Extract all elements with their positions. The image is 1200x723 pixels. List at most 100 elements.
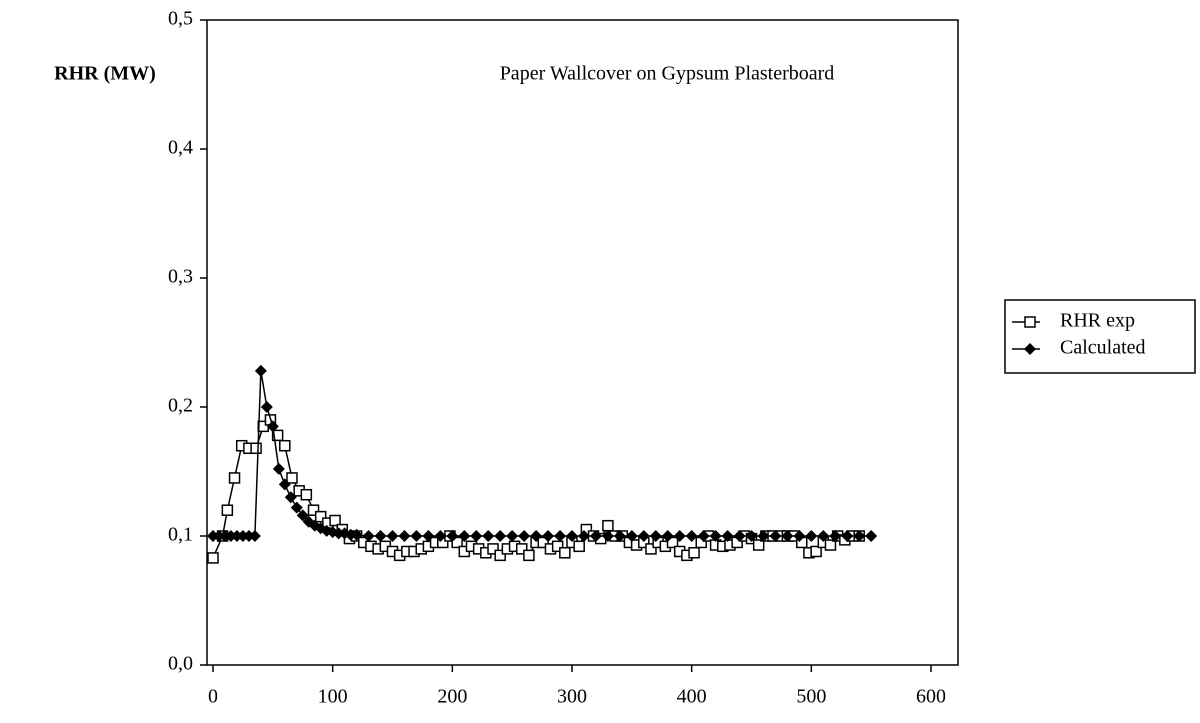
data-point <box>458 530 471 542</box>
data-point <box>829 530 842 542</box>
legend-marker <box>1024 316 1036 328</box>
annotation: Paper Wallcover on Gypsum Plasterboard <box>500 63 835 85</box>
data-point <box>398 530 411 542</box>
data-point <box>362 530 375 542</box>
data-point <box>841 530 854 542</box>
data-point <box>554 530 567 542</box>
data-point <box>542 530 555 542</box>
data-point <box>649 530 662 542</box>
data-point <box>386 530 399 542</box>
data-point <box>250 442 262 455</box>
x-tick-label: 100 <box>318 686 348 708</box>
data-point <box>374 530 387 542</box>
data-point <box>248 530 261 542</box>
data-point <box>314 510 327 523</box>
legend-label: RHR exp <box>1060 310 1135 332</box>
y-tick-label: 0,2 <box>168 395 193 417</box>
data-point <box>278 478 291 491</box>
data-point <box>757 530 770 542</box>
data-point <box>515 543 528 555</box>
plot-frame <box>206 19 959 666</box>
data-point <box>637 530 650 542</box>
y-tick-label: 0,0 <box>168 653 193 675</box>
legend-label: Calculated <box>1060 337 1146 359</box>
y-tick-label: 0,3 <box>168 266 193 288</box>
x-tick-label: 500 <box>796 686 826 708</box>
data-point <box>551 540 564 553</box>
data-point <box>733 530 746 542</box>
y-tick-label: 0,1 <box>168 524 193 546</box>
data-point <box>537 536 550 549</box>
data-point <box>709 530 722 542</box>
data-point <box>566 530 578 542</box>
legend-box <box>1004 299 1196 374</box>
data-point <box>279 439 291 452</box>
data-point <box>523 549 535 562</box>
data-point <box>329 514 341 527</box>
data-point <box>530 530 543 542</box>
data-point <box>685 530 698 542</box>
data-point <box>688 547 700 559</box>
data-point <box>300 488 313 501</box>
data-point <box>601 530 614 542</box>
x-tick-label: 200 <box>437 686 467 708</box>
data-point <box>266 420 279 433</box>
data-point <box>228 472 241 484</box>
data-point <box>645 543 657 555</box>
data-point <box>810 545 822 558</box>
data-point <box>410 530 423 542</box>
data-point <box>661 530 674 542</box>
legend-marker <box>1024 343 1036 355</box>
data-point <box>769 530 782 542</box>
y-axis-label: RHR (MW) <box>54 63 156 85</box>
data-point <box>625 530 638 542</box>
data-point <box>781 530 794 542</box>
data-point <box>494 530 507 542</box>
data-point <box>296 509 309 522</box>
data-point <box>853 530 866 542</box>
data-point <box>752 539 765 551</box>
y-tick-label: 0,5 <box>168 8 193 30</box>
data-point <box>221 504 234 516</box>
data-point <box>254 364 267 377</box>
x-tick-label: 300 <box>557 686 587 708</box>
data-point <box>470 530 483 542</box>
data-point <box>613 530 626 542</box>
data-point <box>518 530 531 542</box>
data-point <box>451 536 463 549</box>
data-point <box>673 530 686 542</box>
data-point <box>745 530 758 542</box>
data-point <box>559 547 571 559</box>
data-point <box>350 528 363 541</box>
data-point <box>487 543 499 555</box>
data-point <box>272 462 285 475</box>
data-point <box>290 501 303 514</box>
data-point <box>286 472 298 484</box>
data-point <box>271 429 284 442</box>
data-point <box>422 530 435 542</box>
data-point <box>817 530 830 542</box>
data-point <box>697 530 710 542</box>
data-point <box>434 530 447 542</box>
data-point <box>207 552 219 564</box>
data-point <box>793 530 806 542</box>
y-tick-label: 0,4 <box>168 137 193 159</box>
x-tick-label: 600 <box>916 686 946 708</box>
data-point <box>307 504 320 516</box>
data-point <box>573 540 585 553</box>
data-point <box>721 530 734 542</box>
data-point <box>865 530 878 542</box>
data-point <box>446 530 459 542</box>
data-point <box>824 539 837 551</box>
x-tick-label: 0 <box>208 686 218 708</box>
data-point <box>602 519 614 532</box>
data-point <box>805 530 818 542</box>
data-point <box>260 401 273 413</box>
x-tick-label: 400 <box>677 686 707 708</box>
data-point <box>577 530 590 542</box>
data-point <box>284 491 297 504</box>
data-point <box>482 530 495 542</box>
data-point <box>666 536 679 549</box>
data-point <box>506 530 519 542</box>
